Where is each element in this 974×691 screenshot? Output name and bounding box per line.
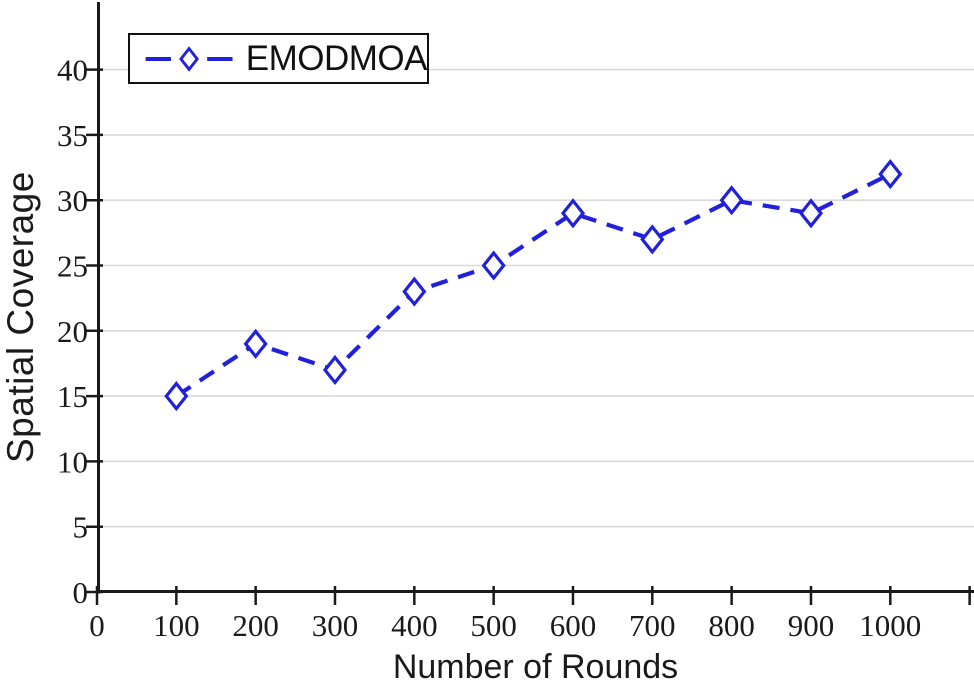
x-axis-title: Number of Rounds [392, 648, 679, 686]
y-axis-title: Spatial Coverage [0, 171, 41, 463]
x-tick-label: 600 [550, 608, 597, 643]
y-tick-label: 15 [57, 379, 88, 414]
x-tick-label: 400 [391, 608, 438, 643]
data-point-marker [640, 224, 665, 255]
y-tick-label: 20 [57, 314, 88, 349]
y-tick-label: 30 [57, 183, 88, 218]
legend-diamond-icon [179, 45, 200, 72]
x-tick-label: 500 [470, 608, 517, 643]
y-tick-label: 0 [73, 575, 89, 610]
y-tick-label: 25 [57, 249, 88, 284]
y-tick-label: 10 [57, 444, 88, 479]
legend-label: EMODMOA [245, 38, 428, 78]
data-point-marker [878, 159, 903, 190]
x-tick-label: 700 [629, 608, 676, 643]
data-point-marker [402, 276, 427, 307]
y-tick-label: 35 [57, 118, 88, 153]
data-point-marker [798, 198, 824, 229]
legend: EMODMOA [128, 33, 429, 84]
y-tick-label: 5 [73, 510, 89, 545]
data-point-marker [243, 328, 268, 359]
x-tick-label: 800 [708, 608, 755, 643]
x-tick-label: 1000 [859, 608, 921, 643]
data-point-marker [560, 198, 586, 229]
x-tick-label: 200 [232, 608, 279, 643]
data-point-marker [164, 381, 189, 412]
series-line [175, 172, 892, 398]
data-point-marker [481, 250, 506, 281]
data-point-marker [322, 354, 348, 386]
x-tick-label: 100 [153, 608, 200, 643]
x-tick-label: 300 [312, 608, 359, 643]
data-point-marker [719, 185, 744, 216]
legend-line-sample [145, 45, 233, 72]
x-tick-label: 0 [89, 608, 105, 643]
y-tick-label: 40 [57, 53, 88, 88]
x-tick-label: 900 [788, 608, 835, 643]
